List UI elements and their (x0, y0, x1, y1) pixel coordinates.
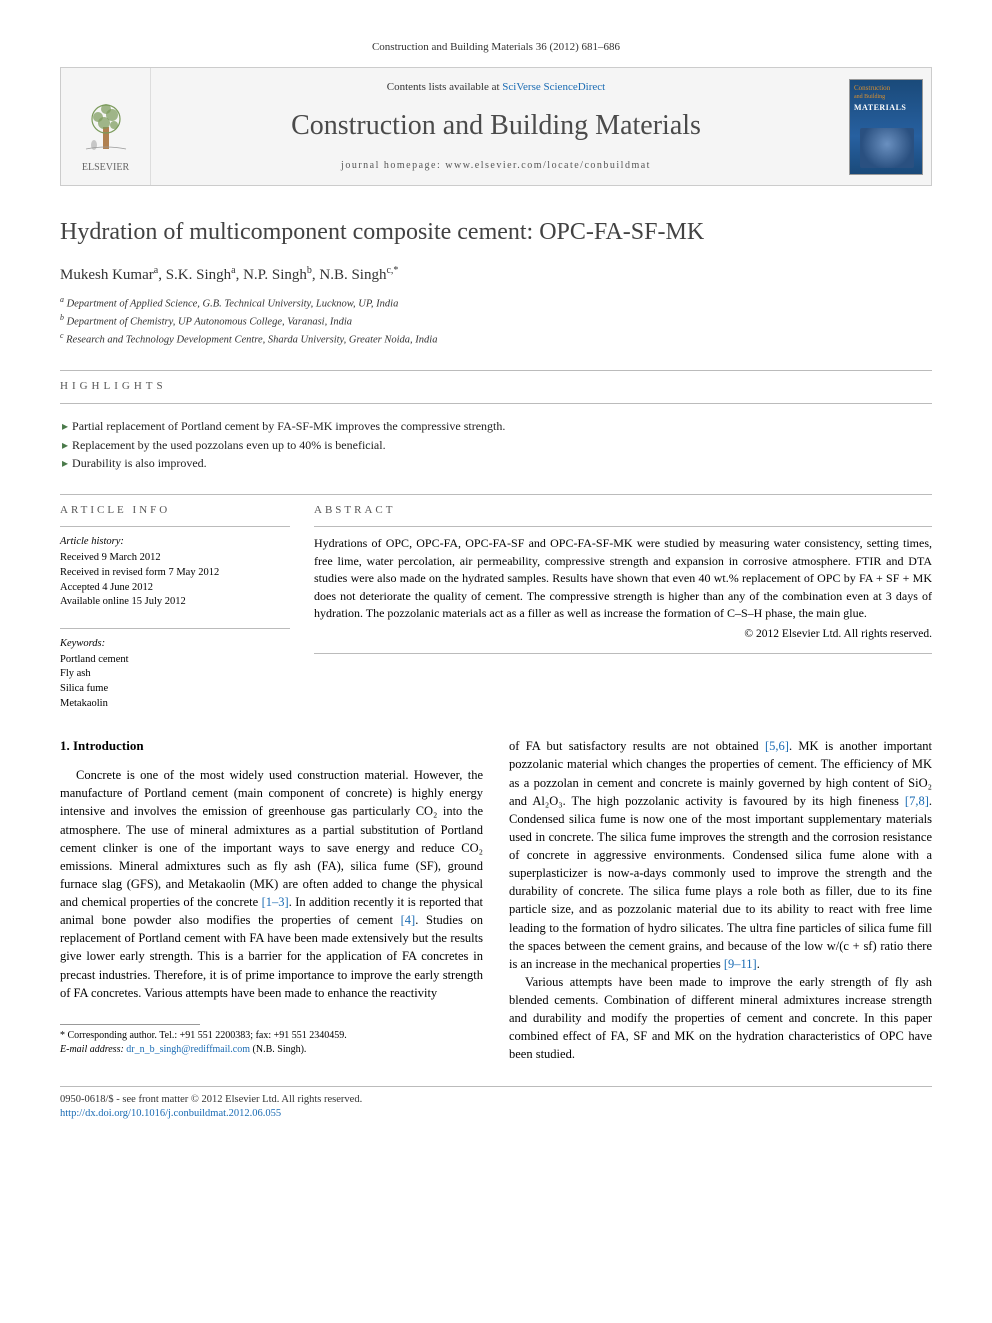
header-center: Contents lists available at SciVerse Sci… (151, 68, 841, 185)
affiliations: a Department of Applied Science, G.B. Te… (60, 294, 932, 349)
ref-link[interactable]: [1–3] (262, 895, 289, 909)
email-after: (N.B. Singh). (250, 1044, 306, 1055)
abstract-text: Hydrations of OPC, OPC-FA, OPC-FA-SF and… (314, 535, 932, 622)
text: . Condensed silica fume is now one of th… (509, 794, 932, 971)
ref-link[interactable]: [4] (401, 913, 416, 927)
cover-cell: Construction and Building MATERIALS (841, 68, 931, 185)
homepage-prefix: journal homepage: (341, 160, 445, 171)
cover-line1: Construction (854, 84, 918, 94)
email-label: E-mail address: (60, 1044, 126, 1055)
highlight-item: ▸Durability is also improved. (62, 455, 932, 472)
keyword-line: Fly ash (60, 667, 290, 682)
keywords-block: Keywords: Portland cementFly ashSilica f… (60, 637, 290, 711)
bottom-bar: 0950-0618/$ - see front matter © 2012 El… (60, 1086, 932, 1122)
highlight-item: ▸Replacement by the used pozzolans even … (62, 437, 932, 454)
contents-prefix: Contents lists available at (387, 81, 502, 93)
citation-line: Construction and Building Materials 36 (… (60, 40, 932, 55)
history-line: Received in revised form 7 May 2012 (60, 566, 290, 581)
corr-email-line: E-mail address: dr_n_b_singh@rediffmail.… (60, 1043, 483, 1057)
elsevier-tree-icon (76, 97, 136, 157)
bottom-left: 0950-0618/$ - see front matter © 2012 El… (60, 1093, 362, 1122)
doi-link[interactable]: http://dx.doi.org/10.1016/j.conbuildmat.… (60, 1108, 281, 1119)
rule (314, 653, 932, 654)
history-line: Accepted 4 June 2012 (60, 581, 290, 596)
contents-line: Contents lists available at SciVerse Sci… (161, 80, 831, 95)
history-label: Article history: (60, 535, 290, 550)
cover-image-icon (860, 128, 914, 168)
body-paragraph: Concrete is one of the most widely used … (60, 766, 483, 1002)
article-title: Hydration of multicomponent composite ce… (60, 216, 932, 250)
body-paragraph: of FA but satisfactory results are not o… (509, 737, 932, 973)
rule (60, 370, 932, 371)
section-heading-intro: 1. Introduction (60, 737, 483, 756)
sciencedirect-link[interactable]: SciVerse ScienceDirect (502, 81, 605, 93)
text: . (757, 957, 760, 971)
homepage-url: www.elsevier.com/locate/conbuildmat (445, 160, 651, 171)
body-col-left: 1. Introduction Concrete is one of the m… (60, 737, 483, 1063)
rule (60, 526, 290, 527)
text: of FA but satisfactory results are not o… (509, 739, 765, 753)
journal-cover-thumb: Construction and Building MATERIALS (849, 79, 923, 175)
publisher-label: ELSEVIER (82, 161, 129, 175)
ref-link[interactable]: [7,8] (905, 794, 929, 808)
arrow-icon: ▸ (62, 419, 68, 433)
abstract-label: ABSTRACT (314, 503, 932, 518)
footnote-separator (60, 1024, 200, 1025)
keyword-line: Metakaolin (60, 697, 290, 712)
publisher-logo-cell: ELSEVIER (61, 68, 151, 185)
keyword-line: Silica fume (60, 682, 290, 697)
info-abstract-row: ARTICLE INFO Article history: Received 9… (60, 503, 932, 711)
history-line: Available online 15 July 2012 (60, 595, 290, 610)
email-link[interactable]: dr_n_b_singh@rediffmail.com (126, 1044, 250, 1055)
affiliation-line: a Department of Applied Science, G.B. Te… (60, 294, 932, 312)
rule (60, 403, 932, 404)
body-col-right: of FA but satisfactory results are not o… (509, 737, 932, 1063)
highlights-label: HIGHLIGHTS (60, 379, 932, 394)
rule (60, 494, 932, 495)
arrow-icon: ▸ (62, 456, 68, 470)
abstract-col: ABSTRACT Hydrations of OPC, OPC-FA, OPC-… (314, 503, 932, 711)
corresponding-footnote: * Corresponding author. Tel.: +91 551 22… (60, 1029, 483, 1057)
body-columns: 1. Introduction Concrete is one of the m… (60, 737, 932, 1063)
body-paragraph: Various attempts have been made to impro… (509, 973, 932, 1064)
highlights-list: ▸Partial replacement of Portland cement … (60, 418, 932, 472)
article-info-col: ARTICLE INFO Article history: Received 9… (60, 503, 290, 711)
history-block: Article history: Received 9 March 2012Re… (60, 535, 290, 609)
keywords-label: Keywords: (60, 637, 290, 652)
affiliation-line: c Research and Technology Development Ce… (60, 330, 932, 348)
journal-header: ELSEVIER Contents lists available at Sci… (60, 67, 932, 186)
abstract-copyright: © 2012 Elsevier Ltd. All rights reserved… (314, 626, 932, 642)
arrow-icon: ▸ (62, 438, 68, 452)
history-line: Received 9 March 2012 (60, 551, 290, 566)
ref-link[interactable]: [9–11] (724, 957, 757, 971)
keyword-line: Portland cement (60, 653, 290, 668)
article-info-label: ARTICLE INFO (60, 503, 290, 518)
corr-author-line: * Corresponding author. Tel.: +91 551 22… (60, 1029, 483, 1043)
cover-line3: MATERIALS (854, 102, 918, 113)
highlight-item: ▸Partial replacement of Portland cement … (62, 418, 932, 435)
journal-title: Construction and Building Materials (161, 106, 831, 145)
homepage-line: journal homepage: www.elsevier.com/locat… (161, 159, 831, 173)
text: Concrete is one of the most widely used … (60, 768, 483, 909)
ref-link[interactable]: [5,6] (765, 739, 789, 753)
cover-line2: and Building (854, 93, 918, 101)
rule (314, 526, 932, 527)
affiliation-line: b Department of Chemistry, UP Autonomous… (60, 312, 932, 330)
front-matter-line: 0950-0618/$ - see front matter © 2012 El… (60, 1093, 362, 1108)
authors-line: Mukesh Kumara, S.K. Singha, N.P. Singhb,… (60, 264, 932, 286)
rule (60, 628, 290, 629)
